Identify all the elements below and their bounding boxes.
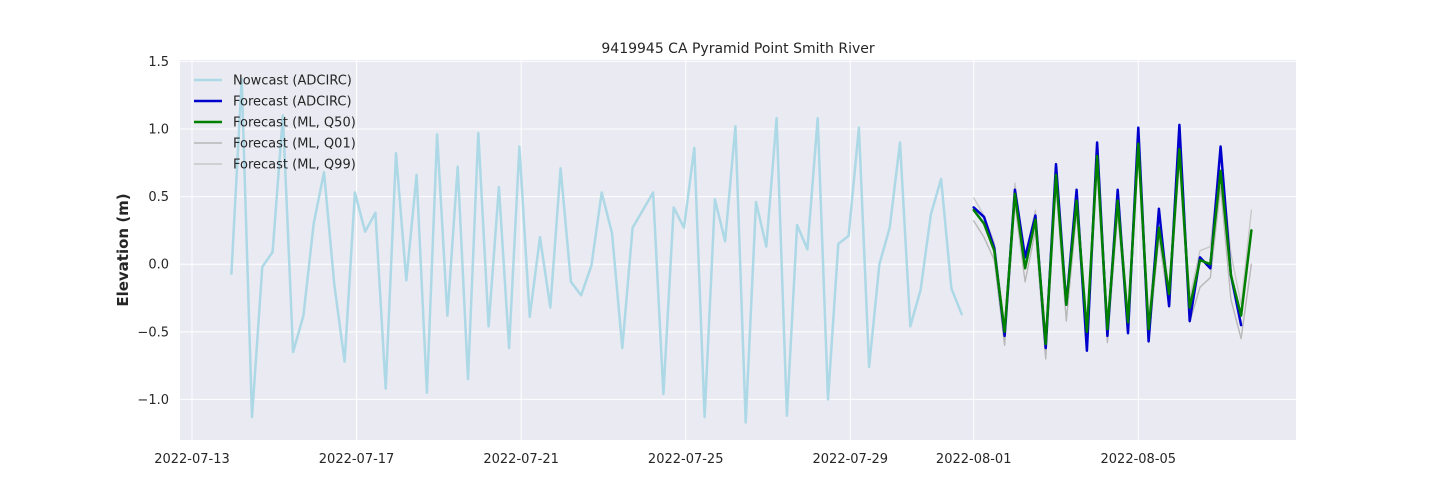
series-layer (230, 77, 1253, 424)
series-line-forecast-ml-q50 (972, 142, 1253, 346)
y-tick-label: 1.5 (148, 55, 169, 70)
x-tick-label: 2022-07-21 (483, 452, 559, 467)
x-tick-label: 2022-07-29 (813, 452, 889, 467)
legend: Nowcast (ADCIRC) Forecast (ADCIRC) Forecas… (194, 74, 356, 173)
legend-label: Forecast (ML, Q01) (233, 137, 356, 152)
y-tick-label: 0.0 (148, 258, 169, 273)
x-tick-label: 2022-08-05 (1101, 452, 1177, 467)
y-tick-label: 1.0 (148, 122, 169, 137)
grid (180, 60, 1296, 440)
x-tick-label: 2022-07-17 (319, 452, 395, 467)
x-tick-label: 2022-08-01 (936, 452, 1012, 467)
y-axis-label: Elevation (m) (114, 193, 132, 306)
y-tick-label: −0.5 (137, 325, 169, 340)
legend-label: Forecast (ML, Q50) (233, 116, 356, 131)
series-line-nowcast-adcirc (230, 77, 963, 424)
legend-label: Nowcast (ADCIRC) (233, 74, 352, 89)
chart-title: 9419945 CA Pyramid Point Smith River (601, 41, 874, 57)
x-tick-label: 2022-07-13 (154, 452, 230, 467)
y-axis: 1.5 1.0 0.5 0.0 −0.5 −1.0 (137, 55, 169, 408)
y-tick-label: 0.5 (148, 190, 169, 205)
x-axis: 2022-07-13 2022-07-17 2022-07-21 2022-07-25… (154, 452, 1176, 467)
legend-label: Forecast (ML, Q99) (233, 158, 356, 173)
plot-area (180, 60, 1296, 440)
legend-label: Forecast (ADCIRC) (233, 95, 352, 110)
x-tick-label: 2022-07-25 (648, 452, 724, 467)
y-tick-label: −1.0 (137, 393, 169, 408)
